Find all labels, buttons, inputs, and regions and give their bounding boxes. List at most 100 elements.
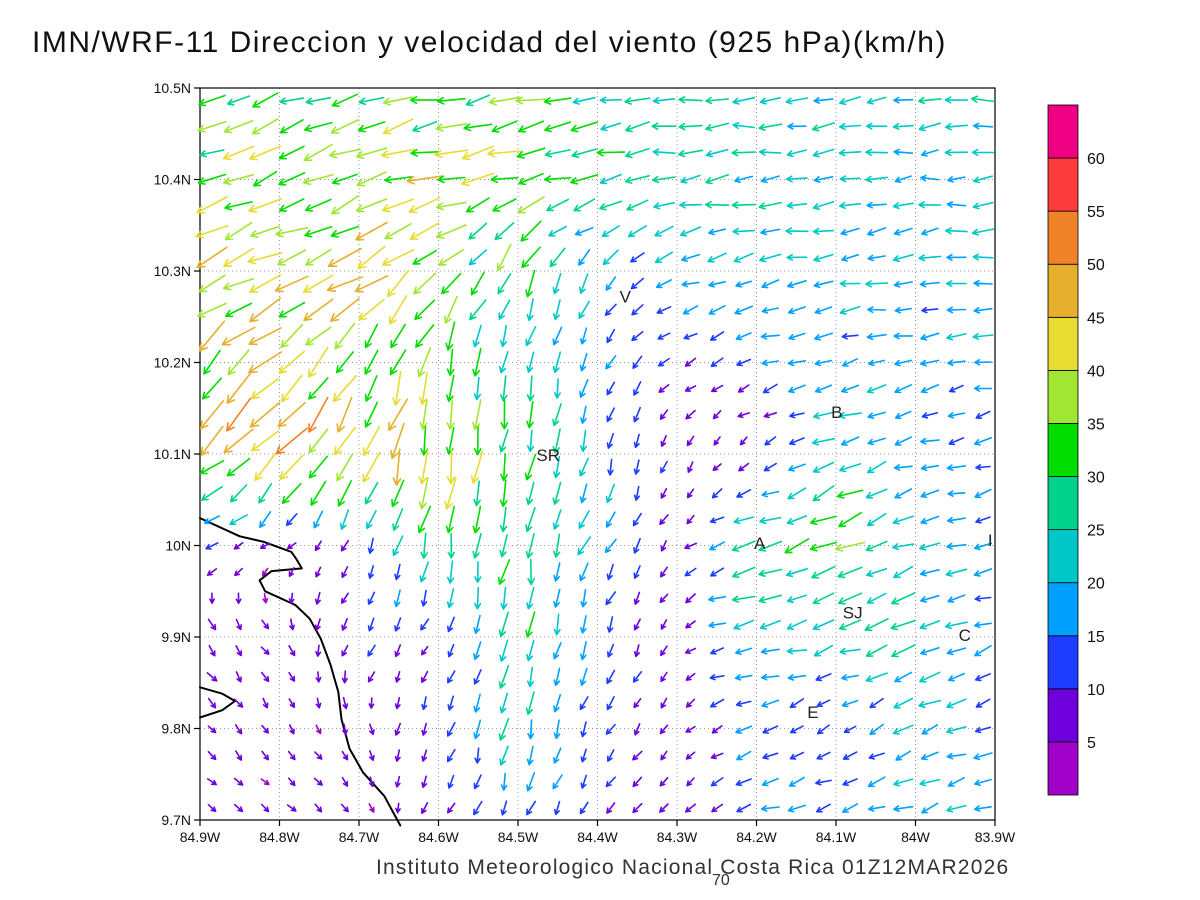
wind-arrow (499, 351, 509, 374)
wind-arrow (630, 277, 644, 290)
wind-arrow (687, 461, 694, 473)
wind-arrow (500, 586, 508, 610)
wind-arrow (681, 280, 700, 288)
wind-arrow (281, 482, 302, 504)
wind-arrow (247, 252, 283, 265)
wind-arrow (500, 453, 508, 482)
wind-arrow (660, 487, 668, 499)
wind-arrow (358, 298, 385, 321)
wind-arrow (199, 400, 225, 430)
wind-arrow (787, 804, 807, 813)
wind-arrow (573, 198, 596, 212)
wind-arrow (229, 514, 248, 525)
wind-arrow (606, 696, 615, 711)
wind-arrow (499, 692, 509, 714)
wind-arrow (605, 511, 616, 528)
wind-arrow (736, 750, 752, 761)
wind-arrow (633, 537, 641, 554)
wind-arrow (892, 515, 914, 525)
wind-arrow (260, 671, 270, 683)
wind-arrow (579, 273, 589, 294)
wind-arrow (302, 274, 334, 293)
wind-arrow (841, 699, 859, 708)
wind-arrow (445, 321, 456, 351)
x-axis-tick-label: 84W (901, 829, 931, 845)
wind-arrow (524, 453, 537, 481)
wind-arrow (392, 508, 404, 531)
wind-arrow (354, 275, 389, 293)
wind-arrow (328, 148, 362, 159)
wind-arrow (892, 724, 914, 735)
wind-arrow (474, 747, 481, 764)
wind-arrow (892, 123, 914, 130)
wind-arrow (894, 175, 912, 183)
wind-arrow (945, 227, 968, 235)
wind-arrow (633, 565, 641, 579)
wind-arrow (790, 725, 804, 734)
wind-arrow (811, 565, 836, 579)
wind-arrow (946, 726, 967, 734)
wind-arrow (421, 775, 428, 788)
wind-arrow (419, 399, 428, 430)
wind-arrow (681, 253, 700, 262)
wind-arrow (553, 667, 561, 687)
wind-arrow (438, 248, 465, 266)
wind-arrow (472, 324, 482, 348)
y-axis-tick-label: 10.1N (154, 446, 191, 462)
wind-arrow (580, 429, 588, 453)
wind-arrow (308, 396, 329, 433)
wind-arrow (492, 198, 517, 212)
wind-arrow (394, 749, 401, 762)
wind-arrow (789, 412, 805, 419)
wind-arrow (473, 719, 482, 740)
wind-arrow (708, 621, 726, 629)
wind-arrow (606, 563, 614, 581)
wind-arrow (606, 381, 616, 396)
wind-arrow (974, 595, 992, 602)
wind-arrow (251, 430, 280, 452)
wind-arrow (543, 97, 572, 105)
wind-arrow (920, 464, 939, 472)
wind-arrow (761, 307, 779, 314)
wind-arrow (651, 122, 677, 130)
wind-arrow (660, 619, 668, 630)
wind-arrow (331, 195, 359, 215)
wind-arrow (491, 120, 518, 133)
wind-arrow (330, 297, 360, 322)
wind-arrow (580, 748, 587, 763)
wind-arrow (840, 436, 860, 446)
wind-arrow (711, 803, 724, 813)
wind-arrow (918, 122, 942, 132)
wind-arrow (500, 399, 509, 430)
wind-arrow (420, 426, 429, 456)
wind-arrow (548, 225, 567, 237)
wind-arrow (553, 299, 561, 321)
wind-arrow (446, 399, 455, 430)
wind-arrow (409, 222, 440, 240)
wind-arrow (498, 717, 510, 741)
wind-arrow (572, 96, 596, 105)
colorbar-tick-label: 15 (1087, 629, 1105, 646)
wind-arrow (340, 539, 350, 552)
wind-arrow (253, 170, 278, 187)
wind-arrow (412, 249, 437, 265)
wind-arrow (421, 645, 429, 656)
wind-arrow (633, 698, 642, 709)
wind-arrow (570, 121, 598, 133)
wind-arrow (525, 507, 536, 533)
wind-arrow (553, 642, 562, 660)
wind-arrow (633, 723, 641, 736)
wind-arrow (461, 172, 495, 187)
wind-arrow (709, 516, 725, 524)
wind-arrow (659, 514, 669, 525)
wind-arrow (605, 276, 617, 291)
wind-arrow (342, 723, 348, 736)
wind-arrow (364, 482, 379, 505)
wind-arrow (366, 510, 377, 530)
colorbar-cell (1047, 635, 1079, 690)
wind-arrow (811, 122, 835, 132)
wind-arrow (946, 516, 966, 524)
wind-arrow (473, 641, 482, 661)
wind-arrow (446, 348, 455, 376)
wind-arrow (624, 175, 650, 184)
